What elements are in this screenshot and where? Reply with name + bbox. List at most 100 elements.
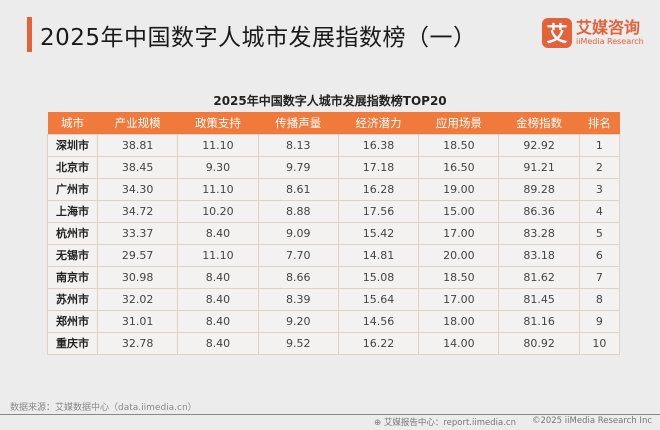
city-cell: 无锡市 (47, 243, 98, 267)
value-cell: 3 (578, 177, 621, 201)
city-cell: 郑州市 (47, 309, 98, 333)
column-header: 城市 (47, 112, 98, 134)
column-header: 政策支持 (177, 112, 259, 134)
table-row: 广州市 34.30 11.10 8.61 16.28 19.00 89.28 3 (47, 177, 621, 201)
value-cell: 8.40 (177, 221, 259, 245)
logo-en: iiMedia Research (576, 37, 644, 46)
value-cell: 1 (578, 133, 621, 157)
copyright: ©2025 iiMedia Research Inc (531, 416, 652, 426)
value-cell: 83.18 (498, 243, 580, 267)
table-row: 上海市 34.72 10.20 8.88 17.56 15.00 86.36 4 (47, 199, 621, 223)
value-cell: 9.79 (257, 155, 339, 179)
value-cell: 16.28 (337, 177, 420, 201)
value-cell: 10.20 (177, 199, 259, 223)
value-cell: 17.00 (418, 221, 500, 245)
value-cell: 83.28 (498, 221, 580, 245)
logo: 艾 艾媒咨询 iiMedia Research (542, 18, 644, 48)
value-cell: 4 (578, 199, 621, 223)
value-cell: 15.00 (418, 199, 500, 223)
report-link[interactable]: ⊕ 艾媒报告中心：report.iimedia.cn (374, 416, 516, 428)
value-cell: 8.61 (257, 177, 339, 201)
value-cell: 18.50 (418, 133, 500, 157)
value-cell: 38.81 (96, 133, 179, 157)
city-cell: 苏州市 (47, 287, 98, 311)
value-cell: 6 (578, 243, 621, 267)
value-cell: 31.01 (96, 309, 179, 333)
value-cell: 8.66 (257, 265, 339, 289)
column-header: 应用场景 (418, 112, 499, 134)
table-row: 无锡市 29.57 11.10 7.70 14.81 20.00 83.18 6 (47, 243, 621, 267)
value-cell: 9.52 (257, 331, 339, 355)
value-cell: 15.08 (337, 265, 420, 289)
value-cell: 14.00 (418, 331, 500, 355)
value-cell: 17.56 (337, 199, 420, 223)
value-cell: 11.10 (177, 243, 259, 267)
ranking-table: 城市 产业规模 政策支持 传播声量 经济潜力 应用场景 金榜指数 排名 深圳市 38.81 11.… (47, 112, 621, 355)
title-accent-bar (27, 17, 32, 52)
value-cell: 81.16 (498, 309, 580, 333)
value-cell: 81.62 (498, 265, 580, 289)
table-row: 深圳市 38.81 11.10 8.13 16.38 18.50 92.92 1 (47, 133, 621, 157)
value-cell: 7 (578, 265, 621, 289)
value-cell: 34.72 (96, 199, 179, 223)
value-cell: 19.00 (418, 177, 500, 201)
value-cell: 8 (578, 287, 621, 311)
value-cell: 18.00 (418, 309, 500, 333)
column-header: 产业规模 (97, 112, 178, 134)
column-header: 经济潜力 (338, 112, 419, 134)
value-cell: 8.39 (257, 287, 339, 311)
value-cell: 20.00 (418, 243, 500, 267)
value-cell: 8.40 (177, 287, 259, 311)
value-cell: 80.92 (498, 331, 580, 355)
city-cell: 广州市 (47, 177, 98, 201)
footer-divider (0, 414, 660, 415)
table-row: 郑州市 31.01 8.40 9.20 14.56 18.00 81.16 9 (47, 309, 621, 333)
city-cell: 北京市 (47, 155, 98, 179)
value-cell: 5 (578, 221, 621, 245)
value-cell: 29.57 (96, 243, 179, 267)
value-cell: 8.40 (177, 331, 259, 355)
value-cell: 8.13 (257, 133, 339, 157)
value-cell: 32.02 (96, 287, 179, 311)
value-cell: 2 (578, 155, 621, 179)
column-header: 传播声量 (258, 112, 339, 134)
value-cell: 30.98 (96, 265, 179, 289)
city-cell: 杭州市 (47, 221, 98, 245)
value-cell: 9.30 (177, 155, 259, 179)
city-cell: 深圳市 (47, 133, 98, 157)
value-cell: 89.28 (498, 177, 580, 201)
logo-cn: 艾媒咨询 (576, 18, 641, 37)
value-cell: 8.40 (177, 309, 259, 333)
value-cell: 34.30 (96, 177, 179, 201)
value-cell: 14.81 (337, 243, 420, 267)
value-cell: 81.45 (498, 287, 580, 311)
value-cell: 86.36 (498, 199, 580, 223)
globe-icon: ⊕ (374, 418, 384, 428)
value-cell: 15.64 (337, 287, 420, 311)
value-cell: 38.45 (96, 155, 179, 179)
value-cell: 18.50 (418, 265, 500, 289)
value-cell: 17.00 (418, 287, 500, 311)
city-cell: 上海市 (47, 199, 98, 223)
value-cell: 9.20 (257, 309, 339, 333)
city-cell: 南京市 (47, 265, 98, 289)
value-cell: 32.78 (96, 331, 179, 355)
value-cell: 92.92 (498, 133, 580, 157)
table-row: 苏州市 32.02 8.40 8.39 15.64 17.00 81.45 8 (47, 287, 621, 311)
data-source: 数据来源：艾媒数据中心（data.iimedia.cn） (10, 403, 197, 413)
value-cell: 9.09 (257, 221, 339, 245)
value-cell: 8.88 (257, 199, 339, 223)
value-cell: 15.42 (337, 221, 420, 245)
value-cell: 16.50 (418, 155, 500, 179)
value-cell: 9 (578, 309, 621, 333)
logo-mark: 艾 (542, 18, 572, 48)
value-cell: 7.70 (257, 243, 339, 267)
value-cell: 16.38 (337, 133, 420, 157)
table-row: 重庆市 32.78 8.40 9.52 16.22 14.00 80.92 10 (47, 331, 621, 355)
value-cell: 14.56 (337, 309, 420, 333)
value-cell: 10 (578, 331, 621, 355)
value-cell: 16.22 (337, 331, 420, 355)
value-cell: 91.21 (498, 155, 580, 179)
column-header: 排名 (579, 112, 620, 134)
value-cell: 8.40 (177, 265, 259, 289)
